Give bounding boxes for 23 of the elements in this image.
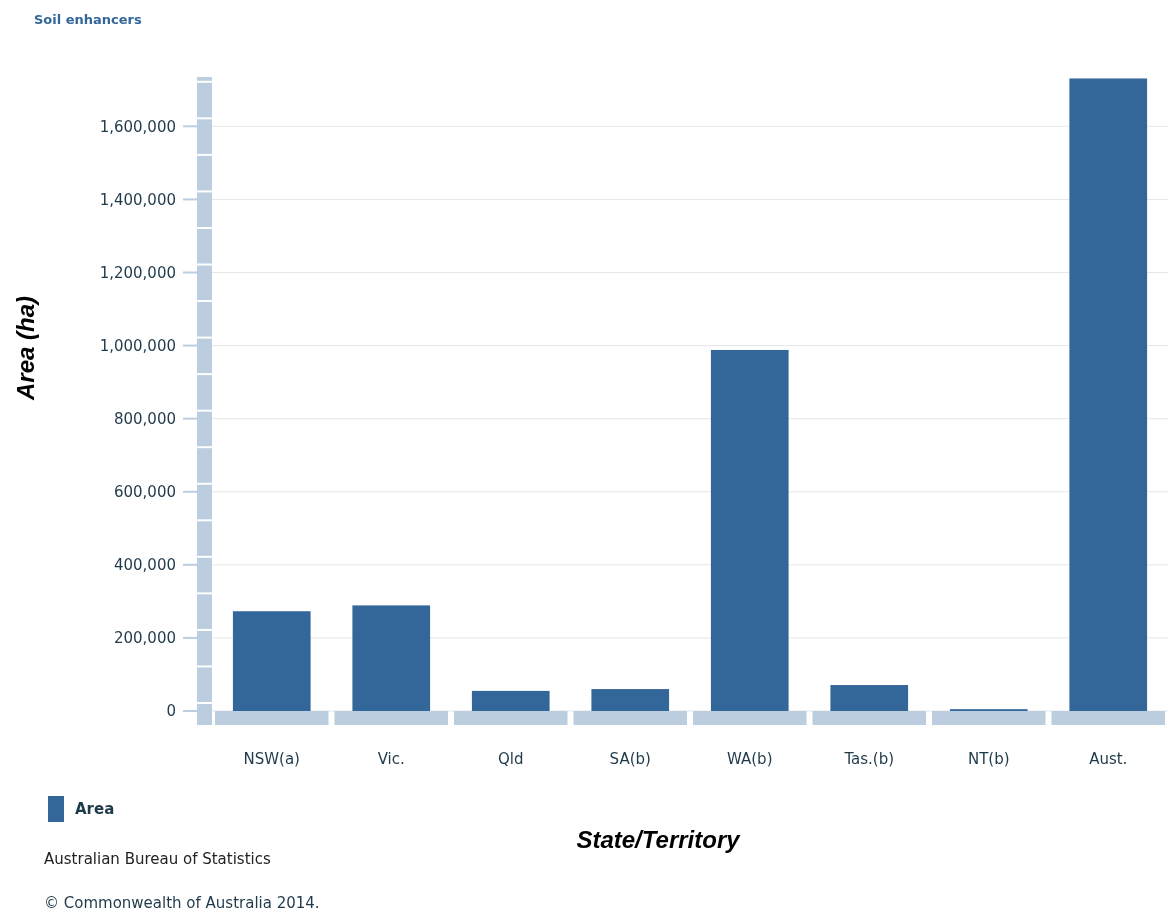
text: Australian Bureau of Statistics (44, 850, 271, 868)
x-tick-label: SA(b) (609, 750, 651, 768)
x-tick-label: Vic. (377, 750, 405, 768)
y-tick-label: 1,000,000 (99, 336, 176, 355)
x-axis-title: State/Territory (576, 826, 742, 853)
x-tick-label: NSW(a) (243, 750, 300, 768)
y-tick-label: 600,000 (113, 483, 176, 501)
text: Soil enhancers (34, 12, 143, 27)
y-tick-label: 1,200,000 (99, 263, 176, 282)
text: © Commonwealth of Australia 2014. (44, 894, 320, 912)
x-tick-label: Tas.(b) (843, 750, 895, 768)
x-tick-label: Qld (498, 750, 524, 768)
x-tick-label: WA(b) (727, 750, 773, 768)
y-tick-label: 400,000 (113, 556, 176, 575)
y-axis-title: Area (ha) (12, 295, 39, 402)
x-tick-label: Aust. (1089, 750, 1128, 768)
y-tick-label: 1,400,000 (99, 190, 176, 209)
y-tick-label: 800,000 (113, 409, 176, 428)
x-tick-label: NT(b) (967, 750, 1010, 768)
y-tick-label: 1,600,000 (99, 117, 176, 136)
y-tick-label: 200,000 (113, 629, 176, 648)
y-tick-label: 0 (166, 702, 176, 721)
legend-label: Area (75, 800, 115, 818)
